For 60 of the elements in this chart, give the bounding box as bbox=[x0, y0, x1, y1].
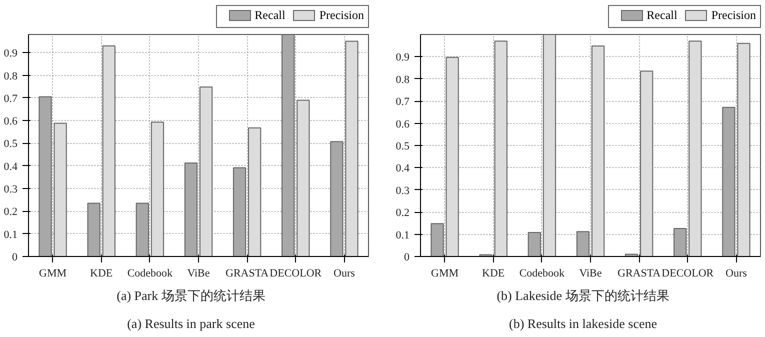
bar bbox=[688, 40, 702, 256]
text: (b) Lakeside 场景下的统计结果 bbox=[496, 287, 670, 305]
y-tick-label: 0.4 bbox=[4, 160, 18, 173]
x-tick-label: GMM bbox=[431, 268, 459, 280]
x-tick-label: GRASTA bbox=[226, 268, 269, 280]
y-tick-label: 0.2 bbox=[4, 206, 18, 218]
bar bbox=[150, 122, 164, 256]
y-tick-label: 0.6 bbox=[4, 116, 18, 128]
x-tick-label: Ours bbox=[726, 268, 747, 280]
text: (b) Results in lakeside scene bbox=[508, 315, 657, 333]
text: (a) Results in park scene bbox=[127, 315, 255, 333]
y-tick-label: 0.7 bbox=[396, 96, 410, 108]
y-tick-label: 0.1 bbox=[4, 228, 18, 241]
x-tick-label: Ours bbox=[334, 268, 355, 280]
bar bbox=[542, 34, 556, 256]
bar bbox=[232, 167, 246, 256]
x-tick-label: DECOLOR bbox=[662, 268, 714, 280]
x-tick-label: KDE bbox=[90, 268, 113, 280]
bar bbox=[591, 46, 605, 256]
x-tick-label: ViBe bbox=[187, 268, 210, 280]
bar bbox=[87, 202, 100, 256]
bar bbox=[102, 45, 116, 256]
y-tick-label: 0.8 bbox=[4, 70, 18, 82]
y-tick-label: 0.5 bbox=[4, 138, 18, 150]
y-tick-label: 0.9 bbox=[4, 48, 18, 60]
bar bbox=[199, 86, 213, 256]
x-tick-label: Codebook bbox=[127, 268, 174, 280]
y-tick-label: 0.7 bbox=[4, 92, 18, 105]
y-tick-label: 0 bbox=[404, 252, 410, 264]
text: (a) Park 场景下的统计结果 bbox=[116, 287, 266, 305]
y-tick-label: 0 bbox=[12, 252, 18, 264]
bar bbox=[296, 100, 310, 256]
y-tick-label: 0.6 bbox=[396, 118, 410, 130]
bar bbox=[674, 228, 687, 256]
y-tick-label: 0.3 bbox=[4, 184, 18, 196]
y-tick-label: 0.2 bbox=[396, 207, 410, 220]
bar bbox=[576, 231, 590, 256]
bar bbox=[136, 202, 149, 256]
y-tick-label: 0.9 bbox=[396, 52, 410, 64]
y-tick-label: 0.5 bbox=[396, 140, 410, 152]
y-tick-label: 0.4 bbox=[396, 162, 410, 175]
bar bbox=[640, 70, 654, 256]
bar bbox=[494, 40, 508, 256]
x-tick-label: GRASTA bbox=[618, 268, 661, 280]
legend-label: Recall bbox=[254, 7, 286, 24]
legend-label: Precision bbox=[319, 7, 364, 24]
x-tick-label: ViBe bbox=[579, 268, 602, 280]
y-tick-label: 0.8 bbox=[396, 74, 410, 86]
y-tick-label: 0.3 bbox=[396, 184, 410, 197]
y-tick-label: 0.1 bbox=[396, 229, 410, 242]
bar bbox=[528, 232, 541, 256]
x-tick-label: KDE bbox=[482, 268, 505, 280]
x-tick-label: DECOLOR bbox=[270, 268, 322, 280]
bar bbox=[184, 162, 198, 256]
x-tick-label: GMM bbox=[39, 268, 67, 280]
bar bbox=[282, 34, 295, 256]
legend-label: Precision bbox=[711, 7, 756, 24]
legend-label: Recall bbox=[646, 7, 678, 24]
bar bbox=[248, 127, 262, 256]
x-tick-label: Codebook bbox=[519, 268, 566, 280]
